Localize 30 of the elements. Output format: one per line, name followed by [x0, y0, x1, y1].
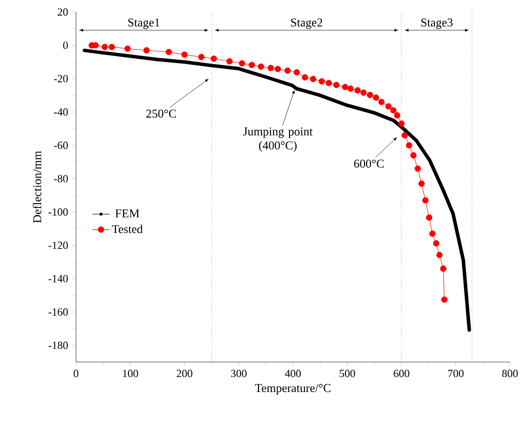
annotation: Jumping point (400°C) — [243, 127, 313, 152]
annotation: 600°C — [354, 160, 384, 168]
legend-label: FEM — [115, 209, 140, 218]
y-axis-title: Deflection/mm — [32, 150, 42, 223]
annotation: Stage2 — [291, 18, 322, 29]
annotation: Stage1 — [128, 18, 160, 29]
x-tick-label: 700 — [448, 370, 464, 378]
annotation: 250°C — [146, 110, 176, 118]
y-tick-label: -60 — [54, 142, 68, 150]
y-tick-label: -140 — [48, 274, 68, 282]
y-tick-label: 0 — [63, 42, 68, 50]
y-tick-label: -20 — [54, 74, 68, 82]
x-tick-label: 500 — [340, 370, 356, 378]
y-tick-label: -100 — [48, 208, 68, 216]
y-tick-label: -40 — [54, 108, 68, 116]
y-tick-label: -120 — [48, 242, 68, 250]
x-tick-label: 0 — [74, 370, 78, 378]
x-tick-label: 300 — [231, 370, 247, 378]
x-tick-label: 800 — [502, 370, 518, 378]
y-tick-label: -160 — [48, 308, 68, 316]
x-tick-label: 200 — [176, 370, 192, 378]
x-tick-label: 100 — [123, 370, 138, 378]
x-tick-label: 600 — [394, 370, 410, 378]
x-tick-label: 400 — [285, 370, 301, 378]
x-axis-title: Temperature/°C — [255, 384, 331, 395]
y-tick-label: -180 — [48, 342, 68, 350]
y-tick-label: -80 — [54, 174, 68, 182]
y-tick-label: 20 — [58, 8, 68, 16]
annotation: Stage3 — [421, 18, 453, 29]
legend-label: Tested — [112, 224, 143, 234]
